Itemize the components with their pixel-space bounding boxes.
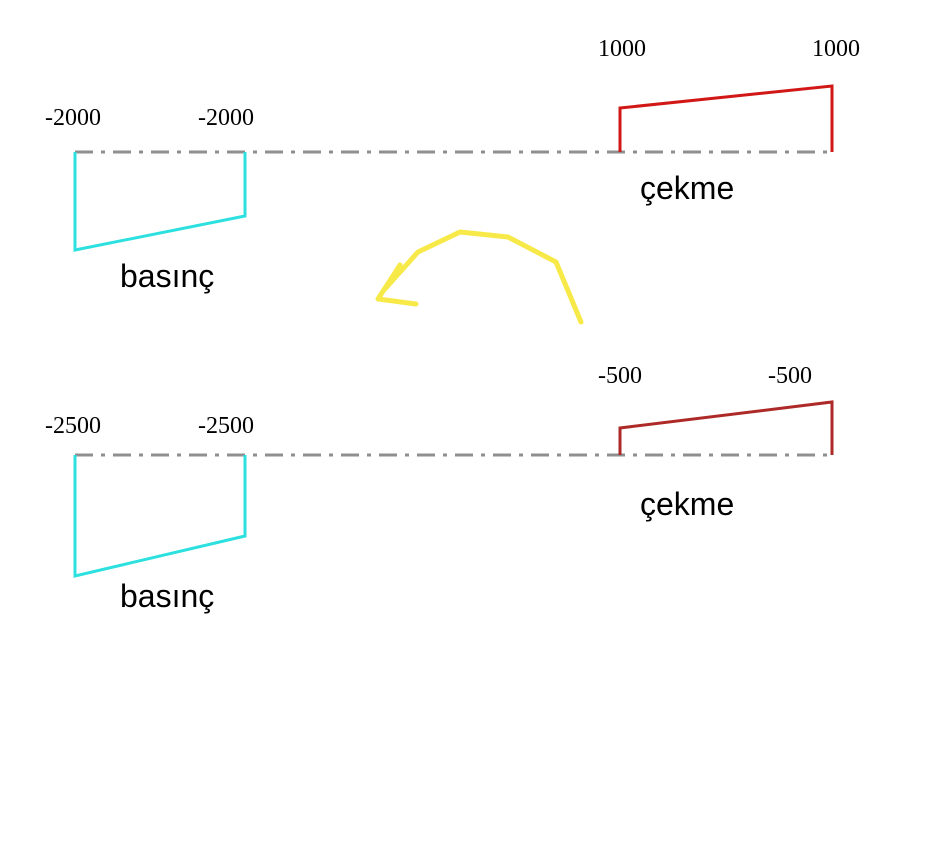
diagram-svg (0, 0, 945, 867)
d1-cyan-region-label: basınç (120, 258, 214, 295)
red-shape-1 (620, 86, 832, 152)
d2-red-label-right: -500 (768, 363, 812, 390)
red-shape-2 (620, 402, 832, 455)
cyan-shape-2 (75, 455, 245, 576)
d1-red-label-left: 1000 (598, 36, 646, 63)
diagram-canvas: -2000 -2000 1000 1000 basınç çekme -2500… (0, 0, 945, 867)
yellow-arrow (378, 232, 581, 322)
d1-cyan-label-left: -2000 (45, 105, 101, 132)
d2-cyan-label-right: -2500 (198, 413, 254, 440)
cyan-shape-1 (75, 152, 245, 250)
d1-red-label-right: 1000 (812, 36, 860, 63)
d1-red-region-label: çekme (640, 170, 734, 207)
d2-red-label-left: -500 (598, 363, 642, 390)
d2-cyan-label-left: -2500 (45, 413, 101, 440)
d2-red-region-label: çekme (640, 486, 734, 523)
d2-cyan-region-label: basınç (120, 578, 214, 615)
d1-cyan-label-right: -2000 (198, 105, 254, 132)
